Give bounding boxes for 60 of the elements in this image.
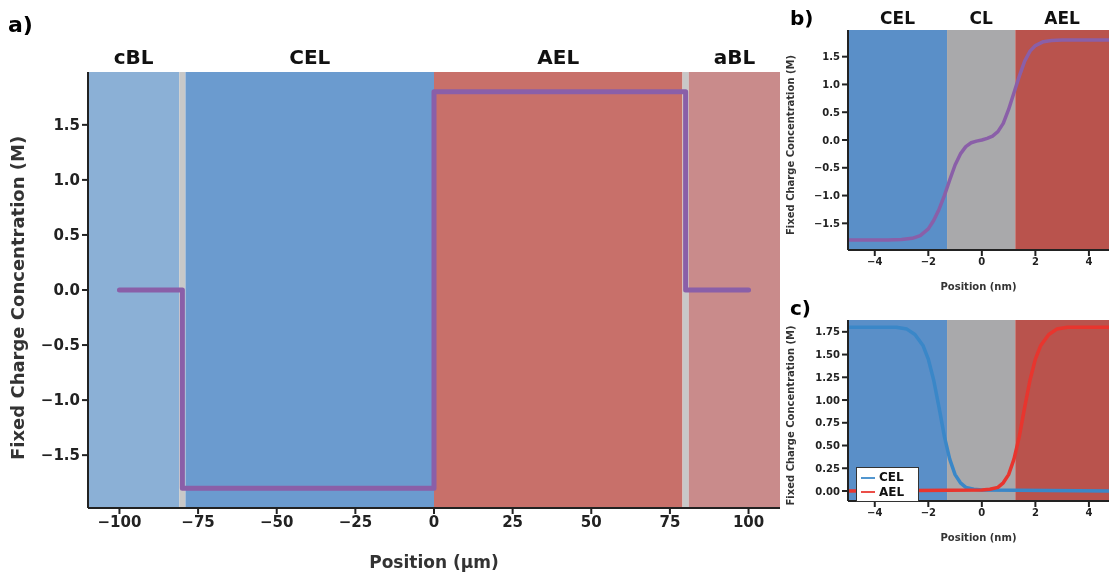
x-tick-label: 4 — [1085, 507, 1093, 519]
x-tick-label: −50 — [260, 512, 294, 531]
y-tick-label: 0.0 — [53, 281, 80, 300]
chart-title: b) — [790, 6, 814, 30]
x-tick-label: −4 — [867, 507, 883, 519]
x-tick-label: 100 — [732, 512, 765, 531]
x-tick-label: 0 — [428, 512, 440, 531]
legend-label: CEL — [879, 470, 904, 484]
band-label: CL — [969, 8, 993, 28]
x-tick-label: −100 — [97, 512, 142, 531]
y-tick-label: 0.5 — [53, 226, 80, 245]
y-tick-label: 0.50 — [815, 440, 841, 452]
chart-title: c) — [790, 296, 811, 320]
y-tick-label: 0.75 — [815, 417, 841, 429]
x-tick-label: −2 — [920, 256, 937, 268]
y-axis-title: Fixed Charge Concentration (M) — [784, 325, 796, 506]
x-tick-label: 50 — [580, 512, 602, 531]
y-tick-label: 1.00 — [815, 394, 841, 406]
x-tick-label: −75 — [181, 512, 215, 531]
y-tick-label: 0.25 — [815, 462, 841, 474]
x-tick-label: 75 — [659, 512, 681, 531]
y-tick-label: 0.0 — [822, 134, 841, 146]
band-label: CEL — [880, 8, 916, 28]
y-tick-label: −0.5 — [40, 336, 80, 355]
x-tick-label: −2 — [920, 507, 937, 519]
y-tick-label: −1.0 — [813, 190, 841, 202]
y-tick-label: −0.5 — [813, 162, 841, 174]
x-axis-title: Position (μm) — [369, 552, 499, 572]
band-label: AEL — [1044, 8, 1081, 28]
y-tick-label: 1.75 — [815, 326, 841, 338]
y-axis-title: Fixed Charge Concentration (M) — [7, 135, 29, 460]
chart-title: a) — [8, 12, 33, 37]
x-tick-label: 0 — [978, 256, 986, 268]
legend-label: AEL — [879, 484, 905, 499]
y-tick-label: 1.5 — [53, 116, 80, 135]
x-tick-label: 2 — [1031, 507, 1039, 519]
y-tick-label: 1.0 — [822, 78, 841, 90]
y-tick-label: 0.5 — [822, 106, 841, 118]
x-tick-label: 0 — [978, 507, 986, 519]
band-label: CEL — [289, 45, 331, 69]
y-tick-label: −1.5 — [813, 217, 841, 229]
x-tick-label: −25 — [338, 512, 373, 531]
y-tick-label: −1.5 — [40, 446, 80, 465]
line-series — [848, 38, 1109, 242]
x-tick-label: 25 — [502, 512, 524, 531]
x-tick-label: −4 — [867, 256, 883, 268]
band-label: AEL — [537, 45, 580, 69]
band-label: cBL — [113, 45, 154, 69]
y-tick-label: −1.0 — [40, 391, 80, 410]
y-tick-label: 0.00 — [815, 485, 841, 497]
y-axis-title: Fixed Charge Concentration (M) — [784, 54, 796, 235]
x-tick-label: 2 — [1031, 256, 1039, 268]
x-axis-title: Position (nm) — [940, 532, 1017, 543]
y-tick-label: 1.50 — [815, 349, 841, 361]
y-tick-label: 1.25 — [815, 371, 841, 383]
y-tick-label: 1.5 — [822, 51, 841, 63]
x-axis-title: Position (nm) — [940, 281, 1017, 292]
y-tick-label: 1.0 — [53, 171, 80, 190]
x-tick-label: 4 — [1085, 256, 1093, 268]
band-label: aBL — [713, 45, 756, 69]
